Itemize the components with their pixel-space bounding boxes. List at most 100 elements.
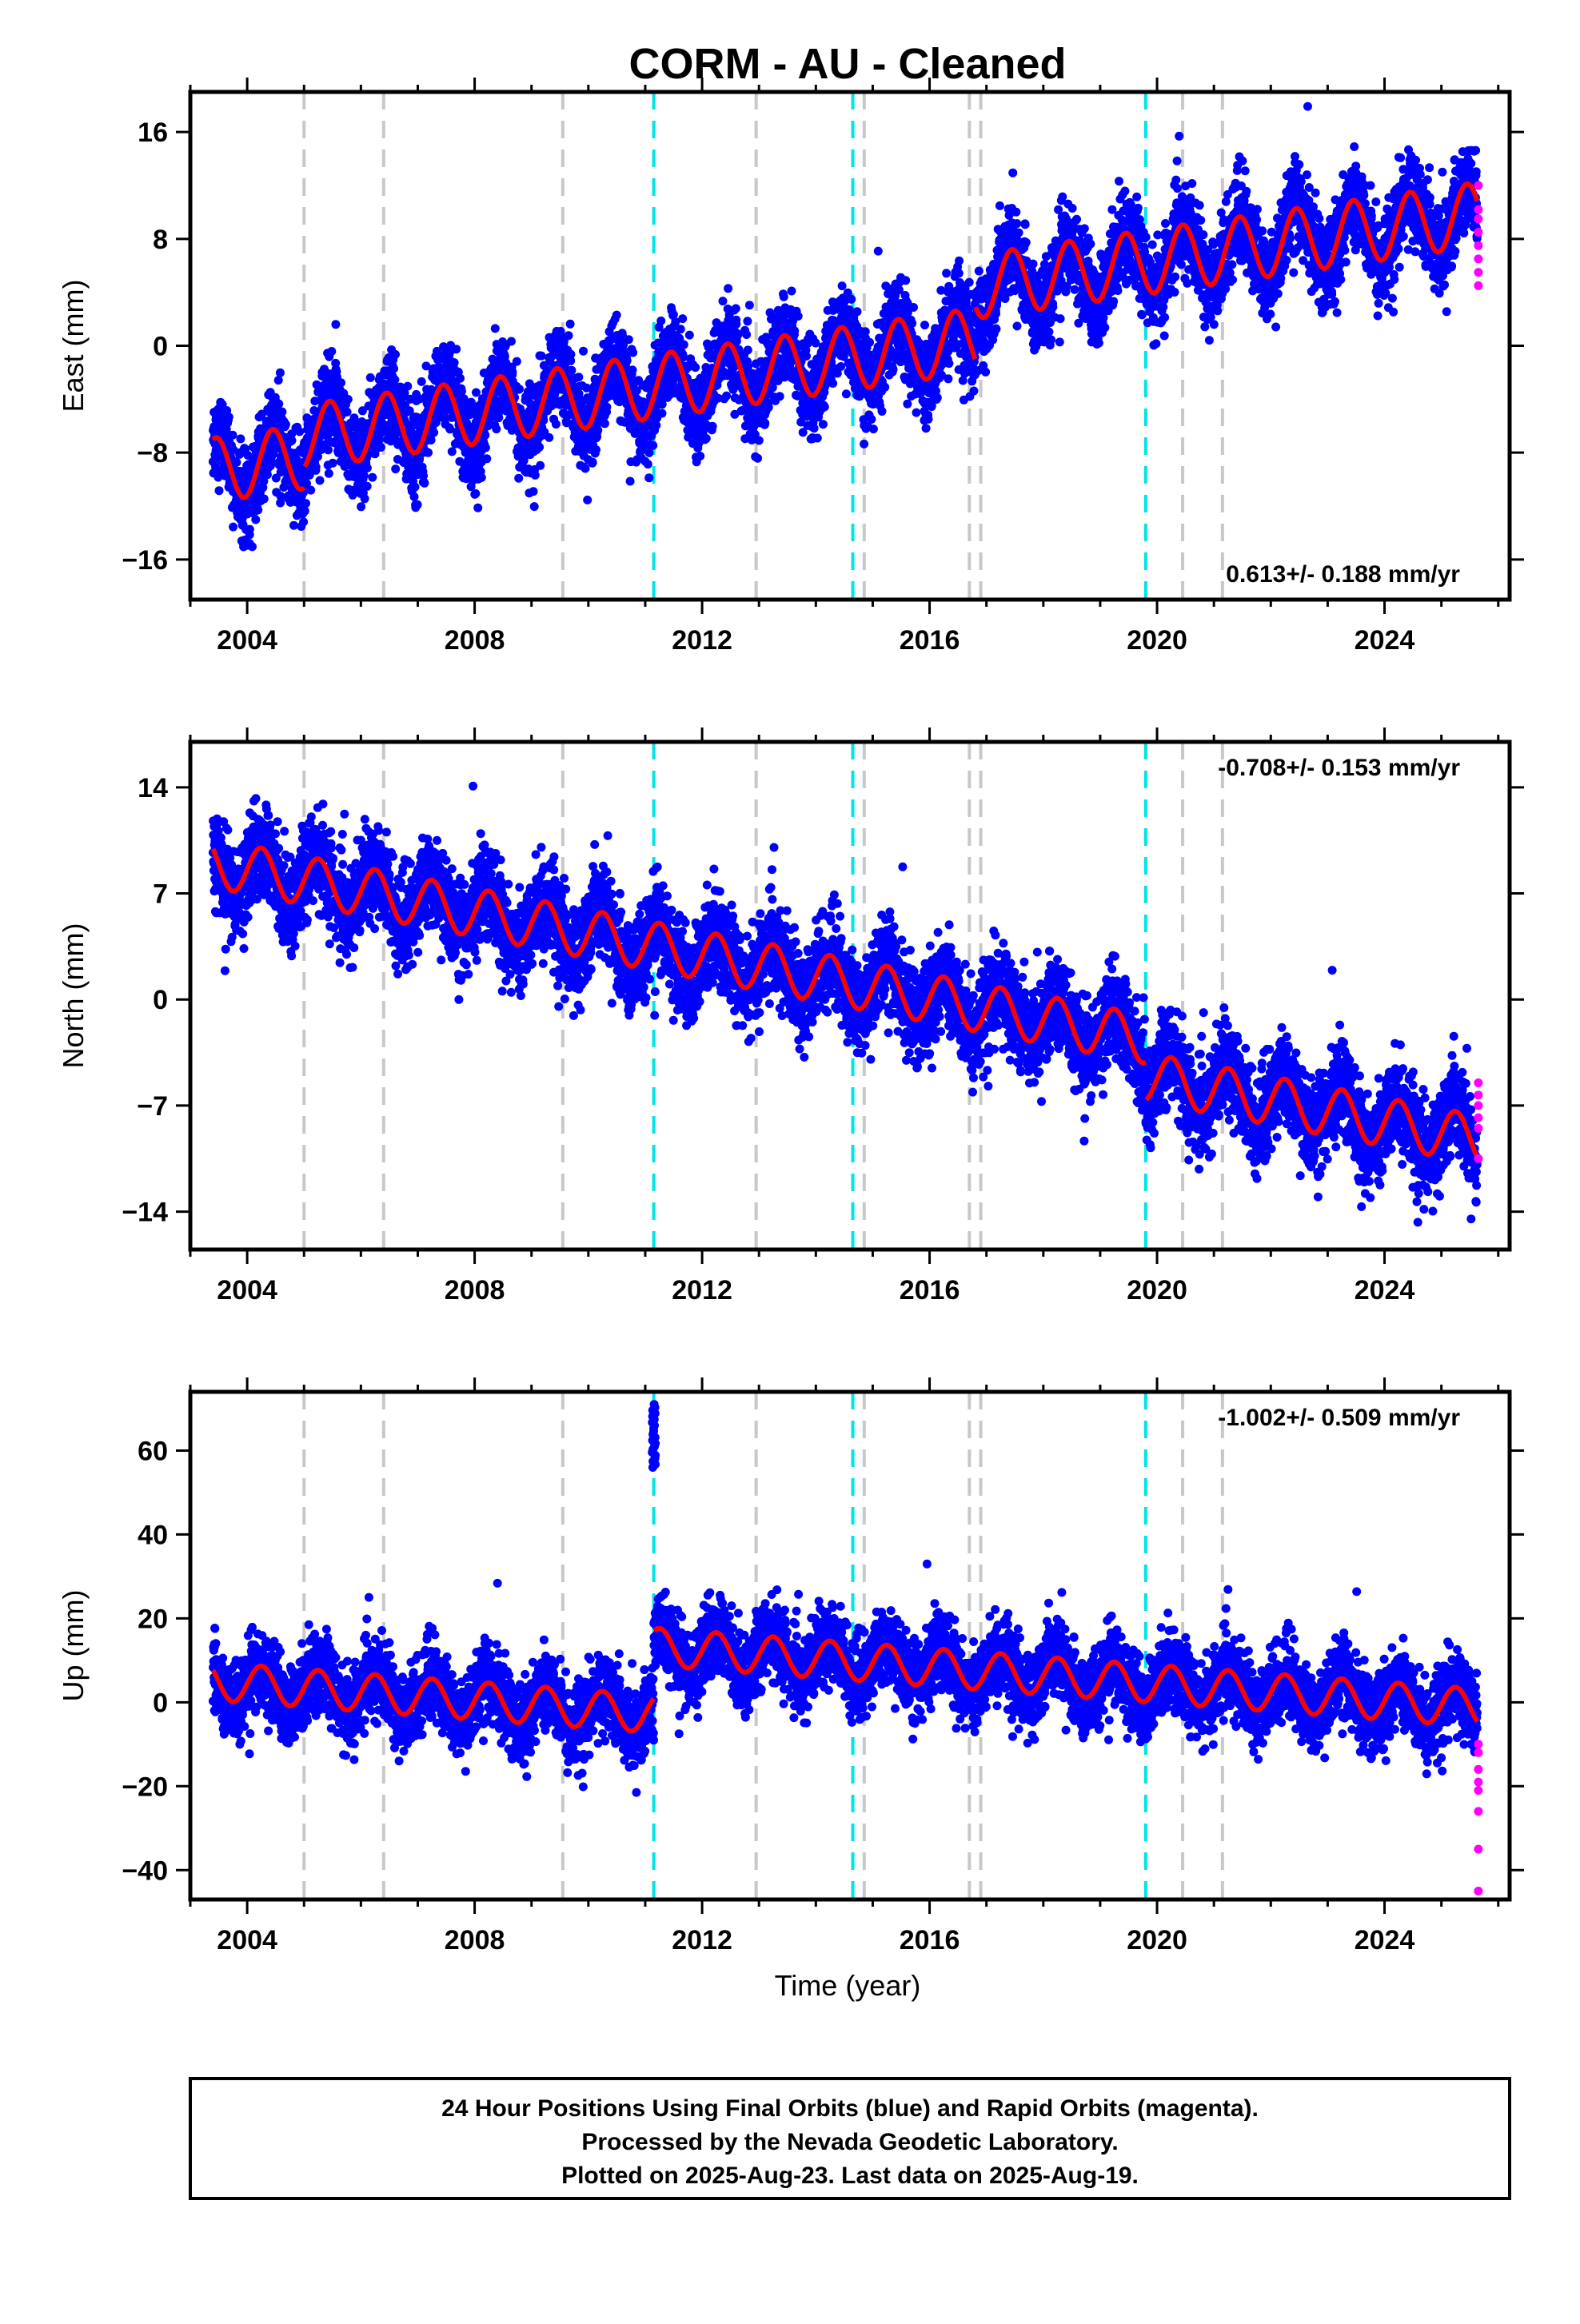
data-point [417, 377, 426, 386]
data-point [847, 295, 856, 304]
data-point [623, 357, 632, 365]
data-point [229, 523, 237, 532]
data-point [991, 309, 1000, 318]
data-point [794, 312, 803, 321]
data-point [912, 409, 921, 417]
data-point [924, 415, 933, 424]
data-point [448, 447, 457, 456]
data-point [889, 365, 898, 374]
data-point [545, 433, 553, 442]
data-point [628, 365, 637, 374]
data-point [624, 335, 633, 344]
data-point [530, 502, 539, 511]
data-point [955, 257, 964, 265]
data-point [377, 443, 385, 452]
data-point [389, 365, 398, 373]
data-point [860, 440, 868, 448]
data-point [944, 359, 953, 368]
chart-title: CORM - AU - Cleaned [628, 40, 1066, 88]
data-point [648, 441, 657, 450]
data-point [813, 434, 822, 443]
data-point [678, 314, 687, 323]
data-point [366, 373, 375, 382]
data-point [719, 297, 728, 305]
data-point [745, 301, 754, 309]
data-point [1021, 220, 1030, 229]
data-point [391, 464, 400, 473]
data-point [277, 408, 286, 417]
data-point [329, 459, 337, 468]
data-point [537, 352, 546, 361]
data-point [481, 444, 490, 452]
data-point [274, 376, 283, 385]
data-point [306, 486, 315, 495]
data-point [565, 331, 573, 340]
data-point [838, 281, 847, 290]
data-point [581, 464, 590, 473]
data-point [600, 419, 609, 428]
data-point [724, 284, 732, 293]
data-point [819, 420, 828, 429]
data-point [955, 269, 964, 277]
data-point [324, 445, 333, 454]
data-point [491, 324, 500, 333]
data-point [513, 357, 521, 366]
data-point [301, 507, 309, 516]
data-point [874, 247, 883, 256]
data-point [628, 349, 637, 357]
data-point [567, 366, 576, 375]
data-point [901, 276, 910, 285]
data-point [531, 471, 540, 480]
data-point [289, 521, 298, 530]
data-point [760, 419, 769, 428]
data-point [1011, 208, 1020, 217]
data-point [970, 387, 979, 396]
data-point [343, 408, 352, 417]
data-point [276, 369, 285, 377]
data-point [732, 320, 740, 329]
data-point [589, 458, 597, 467]
data-point [450, 358, 459, 367]
data-point [790, 326, 799, 335]
data-point [331, 320, 340, 329]
data-point [456, 374, 465, 383]
data-point [908, 319, 916, 328]
data-point [363, 482, 372, 491]
data-point [802, 352, 811, 361]
data-point [696, 452, 704, 460]
data-point [566, 350, 575, 359]
data-point [1015, 229, 1023, 237]
data-point [788, 287, 796, 296]
data-point [656, 317, 665, 325]
data-point [975, 267, 984, 276]
data-point [232, 458, 241, 467]
data-point [535, 443, 544, 452]
data-point [680, 341, 688, 349]
data-point [592, 445, 600, 454]
data-point [1013, 321, 1022, 330]
data-point [274, 400, 283, 409]
data-point [702, 434, 711, 443]
data-point [295, 427, 304, 436]
data-point [390, 376, 399, 385]
data-point [410, 492, 419, 501]
data-point [281, 420, 290, 429]
data-point [260, 495, 269, 504]
data-point [1012, 219, 1021, 228]
data-point [211, 458, 220, 467]
data-point [514, 474, 523, 483]
data-point [776, 392, 784, 401]
data-point [743, 317, 752, 325]
data-point [552, 420, 561, 429]
data-point [253, 505, 262, 514]
data-point [865, 338, 874, 347]
data-point [411, 483, 420, 492]
data-point [676, 325, 685, 333]
data-point [391, 350, 400, 359]
data-point [473, 504, 482, 512]
data-point [933, 393, 942, 402]
data-point [828, 379, 837, 388]
